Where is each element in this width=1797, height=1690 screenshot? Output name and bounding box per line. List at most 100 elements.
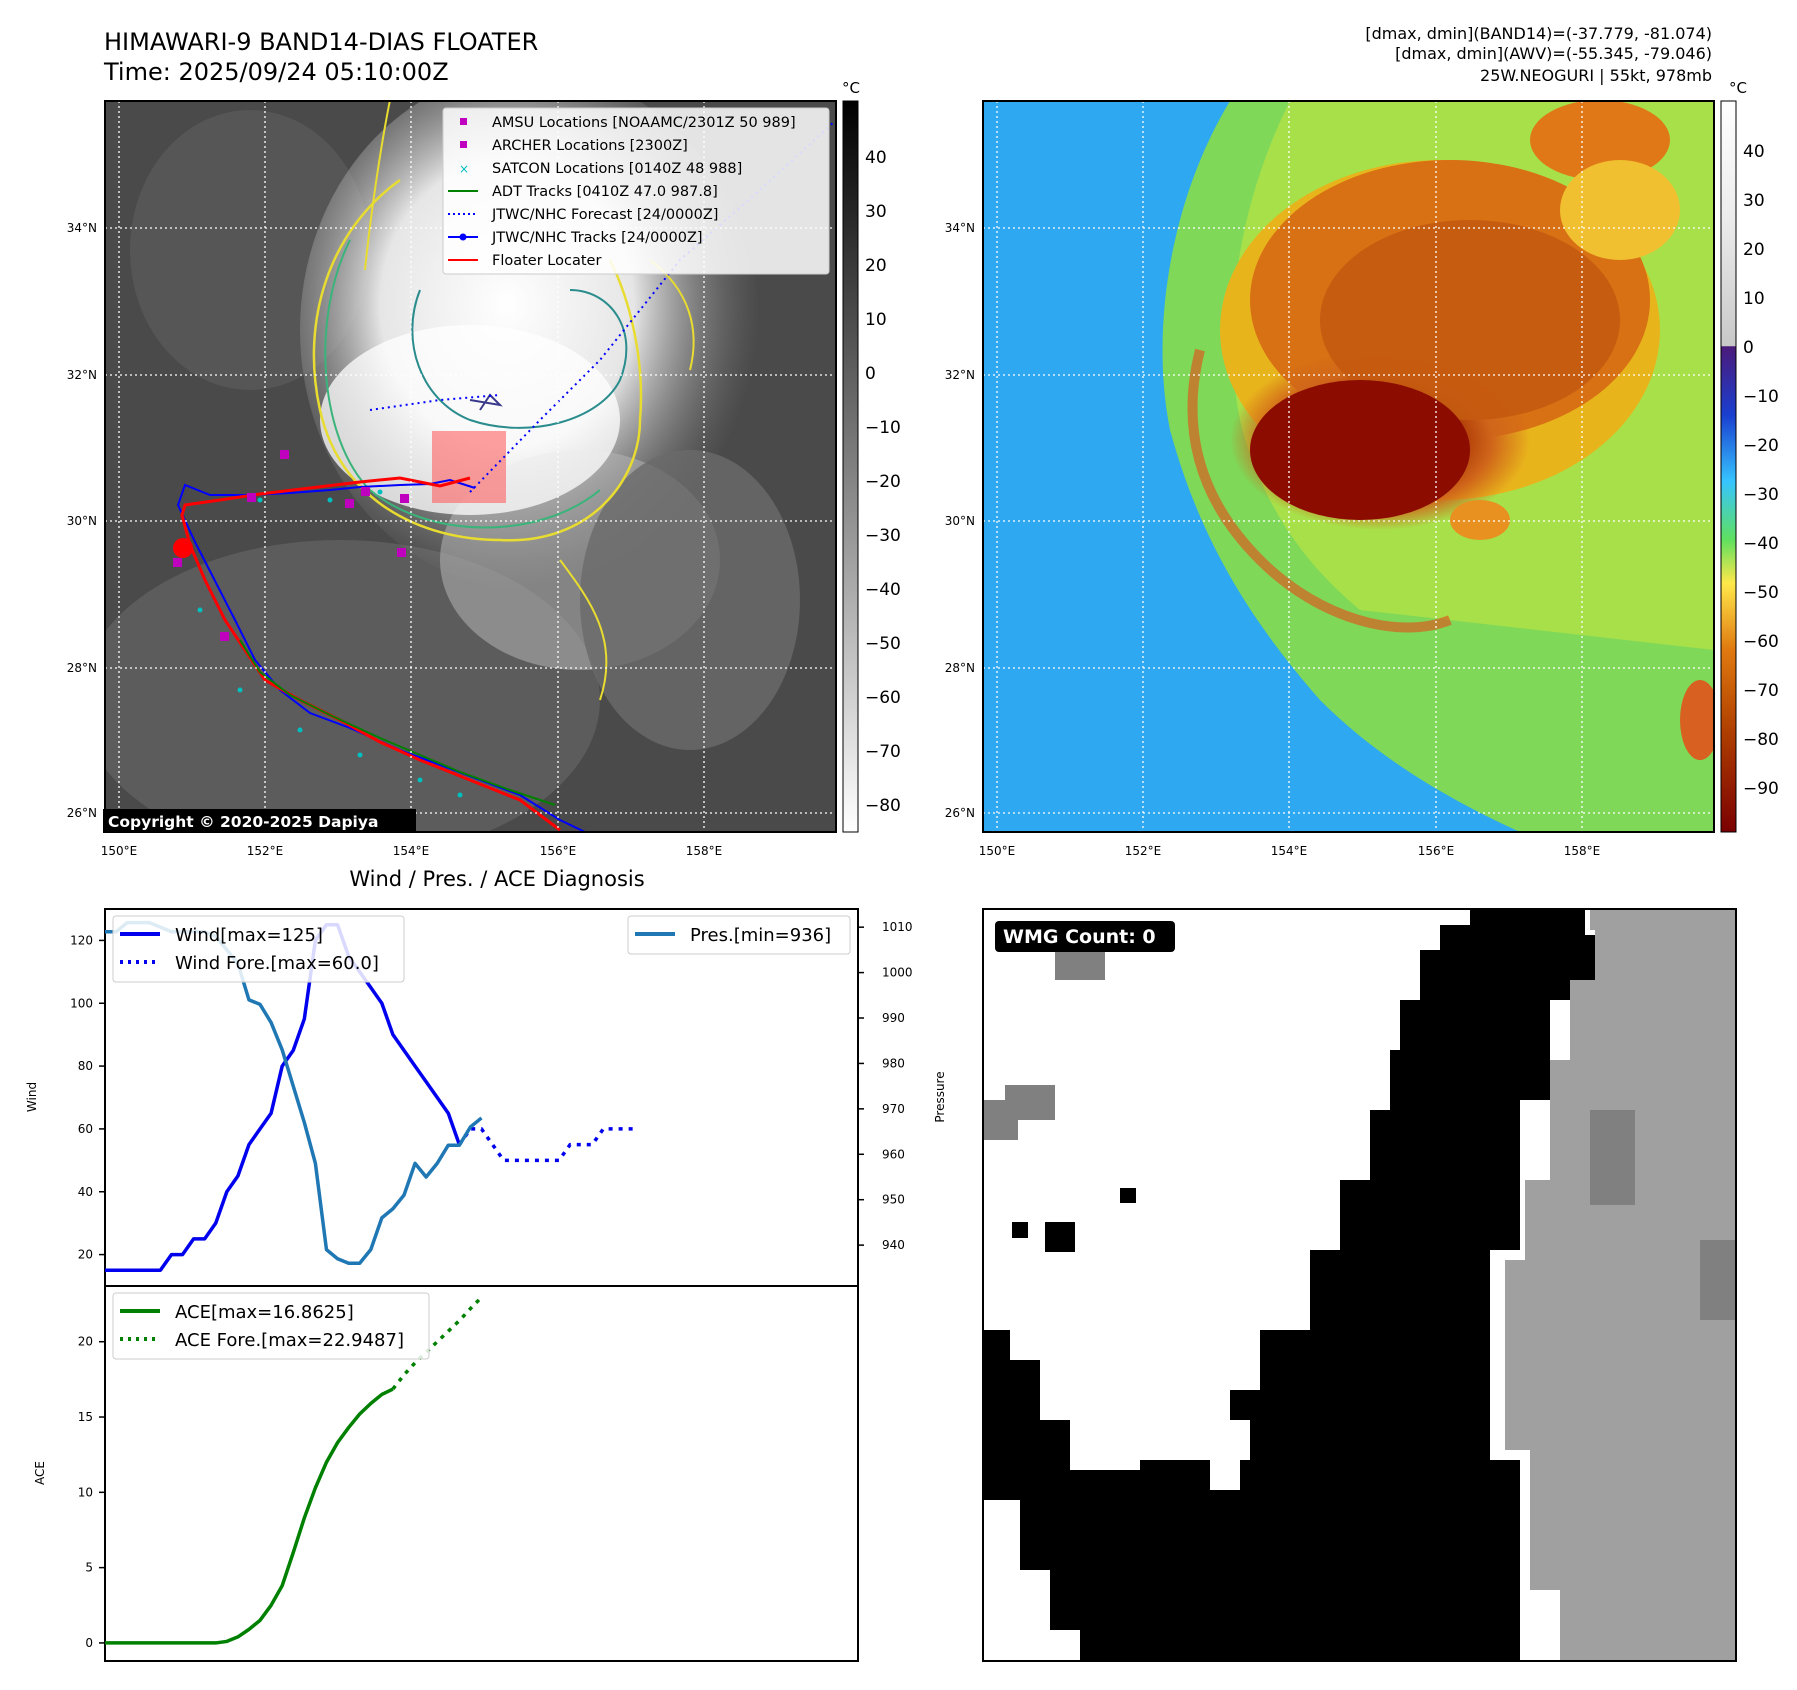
left-lon-150: 150°E [101,844,138,858]
wind-axis-label: Wind [25,1082,39,1112]
right-cb-tick-m20: −20 [1743,436,1779,456]
legend-label-floater: Floater Locater [492,253,601,269]
right-cb-tick-m90: −90 [1743,779,1779,799]
right-lat-34: 34°N [945,221,975,235]
ace-legend: ACE[max=16.8625] ACE Fore.[max=22.9487] [112,1292,430,1360]
right-map-grid [983,101,1714,832]
left-colorbar-unit: °C [842,79,860,97]
pressure-legend: Pres.[min=936] [627,915,851,955]
left-cb-tick-m70: −70 [865,742,901,762]
left-map-lon-labels: 150°E 152°E 154°E 156°E 158°E [101,844,723,858]
adt-track [239,639,556,806]
info-line1: [dmax, dmin](BAND14)=(-37.779, -81.074) [1365,24,1712,43]
right-colorbar [1720,100,1737,833]
right-colorbar-ticks: 40 30 20 10 0 −10 −20 −30 −40 −50 −60 −7… [1743,142,1779,799]
legend-ace: ACE[max=16.8625] [175,1302,354,1323]
wmg-black-speck-3 [1045,1222,1075,1252]
left-lat-28: 28°N [67,661,97,675]
y2-tick-label: 950 [882,1193,905,1207]
y2-tick-label: 990 [882,1011,905,1025]
ace-lines [105,1296,483,1645]
legend-pressure: Pres.[min=936] [690,925,831,946]
left-colorbar [842,100,859,833]
right-map-lon-labels: 150°E 152°E 154°E 156°E 158°E [979,844,1601,858]
left-map: AMSU Locations [NOAAMC/2301Z 50 989] ARC… [67,79,901,858]
left-cb-tick-0: 0 [865,364,876,384]
right-cb-tick-40: 40 [1743,142,1765,162]
y-tick-label: 15 [78,1410,93,1424]
right-map-lat-labels: 34°N 32°N 30°N 28°N 26°N [945,221,975,820]
y2-tick-label: 970 [882,1102,905,1116]
wmg-dark-gray-patch-5 [1700,1240,1736,1320]
right-lon-156: 156°E [1418,844,1455,858]
y-tick-label: 10 [78,1485,93,1499]
right-cb-tick-m80: −80 [1743,730,1779,750]
left-lon-156: 156°E [540,844,577,858]
left-cb-tick-m10: −10 [865,418,901,438]
right-map-frame [982,100,1715,833]
main-title-line2: Time: 2025/09/24 05:10:00Z [103,58,449,86]
ace-axis-label: ACE [33,1461,47,1485]
series-line [105,1387,394,1645]
right-lon-154: 154°E [1271,844,1308,858]
left-cb-tick-m20: −20 [865,472,901,492]
satcon-markers [197,489,463,798]
legend-wind: Wind[max=125] [175,925,323,946]
right-cb-tick-m60: −60 [1743,632,1779,652]
series-line [457,1127,637,1163]
left-lon-152: 152°E [247,844,284,858]
left-cb-tick-40: 40 [865,148,887,168]
y2-tick-label: 980 [882,1056,905,1070]
wind-axis-ticks: 20 40 60 80 100 120 [70,933,105,1262]
legend-label-tracks: JTWC/NHC Tracks [24/0000Z] [491,230,703,246]
wmg-dark-gray-patch-4 [1590,1110,1635,1205]
left-cb-tick-m50: −50 [865,634,901,654]
jtwc-best-track [176,478,586,832]
legend-ace-fore: ACE Fore.[max=22.9487] [175,1330,404,1351]
legend-marker-archer [460,141,467,148]
legend-wind-fore: Wind Fore.[max=60.0] [175,953,379,974]
right-cb-tick-10: 10 [1743,289,1765,309]
pressure-axis-label: Pressure [933,1071,947,1122]
y-tick-label: 0 [85,1636,93,1650]
floater-box [432,431,506,503]
left-cb-tick-20: 20 [865,256,887,276]
right-cb-tick-0: 0 [1743,338,1754,358]
right-lat-32: 32°N [945,368,975,382]
wind-legend: Wind[max=125] Wind Fore.[max=60.0] [112,915,405,983]
left-cb-tick-10: 10 [865,310,887,330]
left-lat-30: 30°N [67,514,97,528]
right-cb-tick-20: 20 [1743,240,1765,260]
legend-label-satcon: SATCON Locations [0140Z 48 988] [492,161,742,177]
wmg-black-speck-2 [1012,1222,1028,1238]
copyright-text: Copyright © 2020-2025 Dapiya [108,813,378,831]
legend-label-forecast: JTWC/NHC Forecast [24/0000Z] [491,207,718,223]
wmg-count-box [995,921,1175,952]
y2-tick-label: 1000 [882,966,913,980]
info-line2: [dmax, dmin](AWV)=(-55.345, -79.046) [1395,44,1712,63]
left-colorbar-ticks: 40 30 20 10 0 −10 −20 −30 −40 −50 −60 −7… [865,148,901,816]
legend-marker-amsu [460,118,467,125]
wmg-count-label: WMG Count: 0 [1003,926,1156,948]
left-lon-154: 154°E [393,844,430,858]
y-tick-label: 100 [70,996,93,1010]
wmg-panel: WMG Count: 0 [982,908,1737,1662]
left-cb-tick-m40: −40 [865,580,901,600]
wmg-frame [982,908,1737,1662]
left-lat-34: 34°N [67,221,97,235]
wmg-dark-gray-patch-1 [1055,950,1105,980]
amsu-archer-markers [173,450,409,641]
right-lon-152: 152°E [1125,844,1162,858]
ace-axis-ticks: 0 5 10 15 20 [78,1335,105,1650]
right-cb-tick-30: 30 [1743,191,1765,211]
left-map-imagery [105,101,836,832]
right-lon-150: 150°E [979,844,1016,858]
legend-label-archer: ARCHER Locations [2300Z] [492,138,688,154]
pressure-axis-ticks: 940 950 960 970 980 990 1000 1010 [858,920,913,1252]
right-colorbar-unit: °C [1729,79,1747,97]
left-cb-tick-m60: −60 [865,688,901,708]
y-tick-label: 5 [85,1561,93,1575]
left-lat-32: 32°N [67,368,97,382]
legend-label-amsu: AMSU Locations [NOAAMC/2301Z 50 989] [492,115,796,131]
